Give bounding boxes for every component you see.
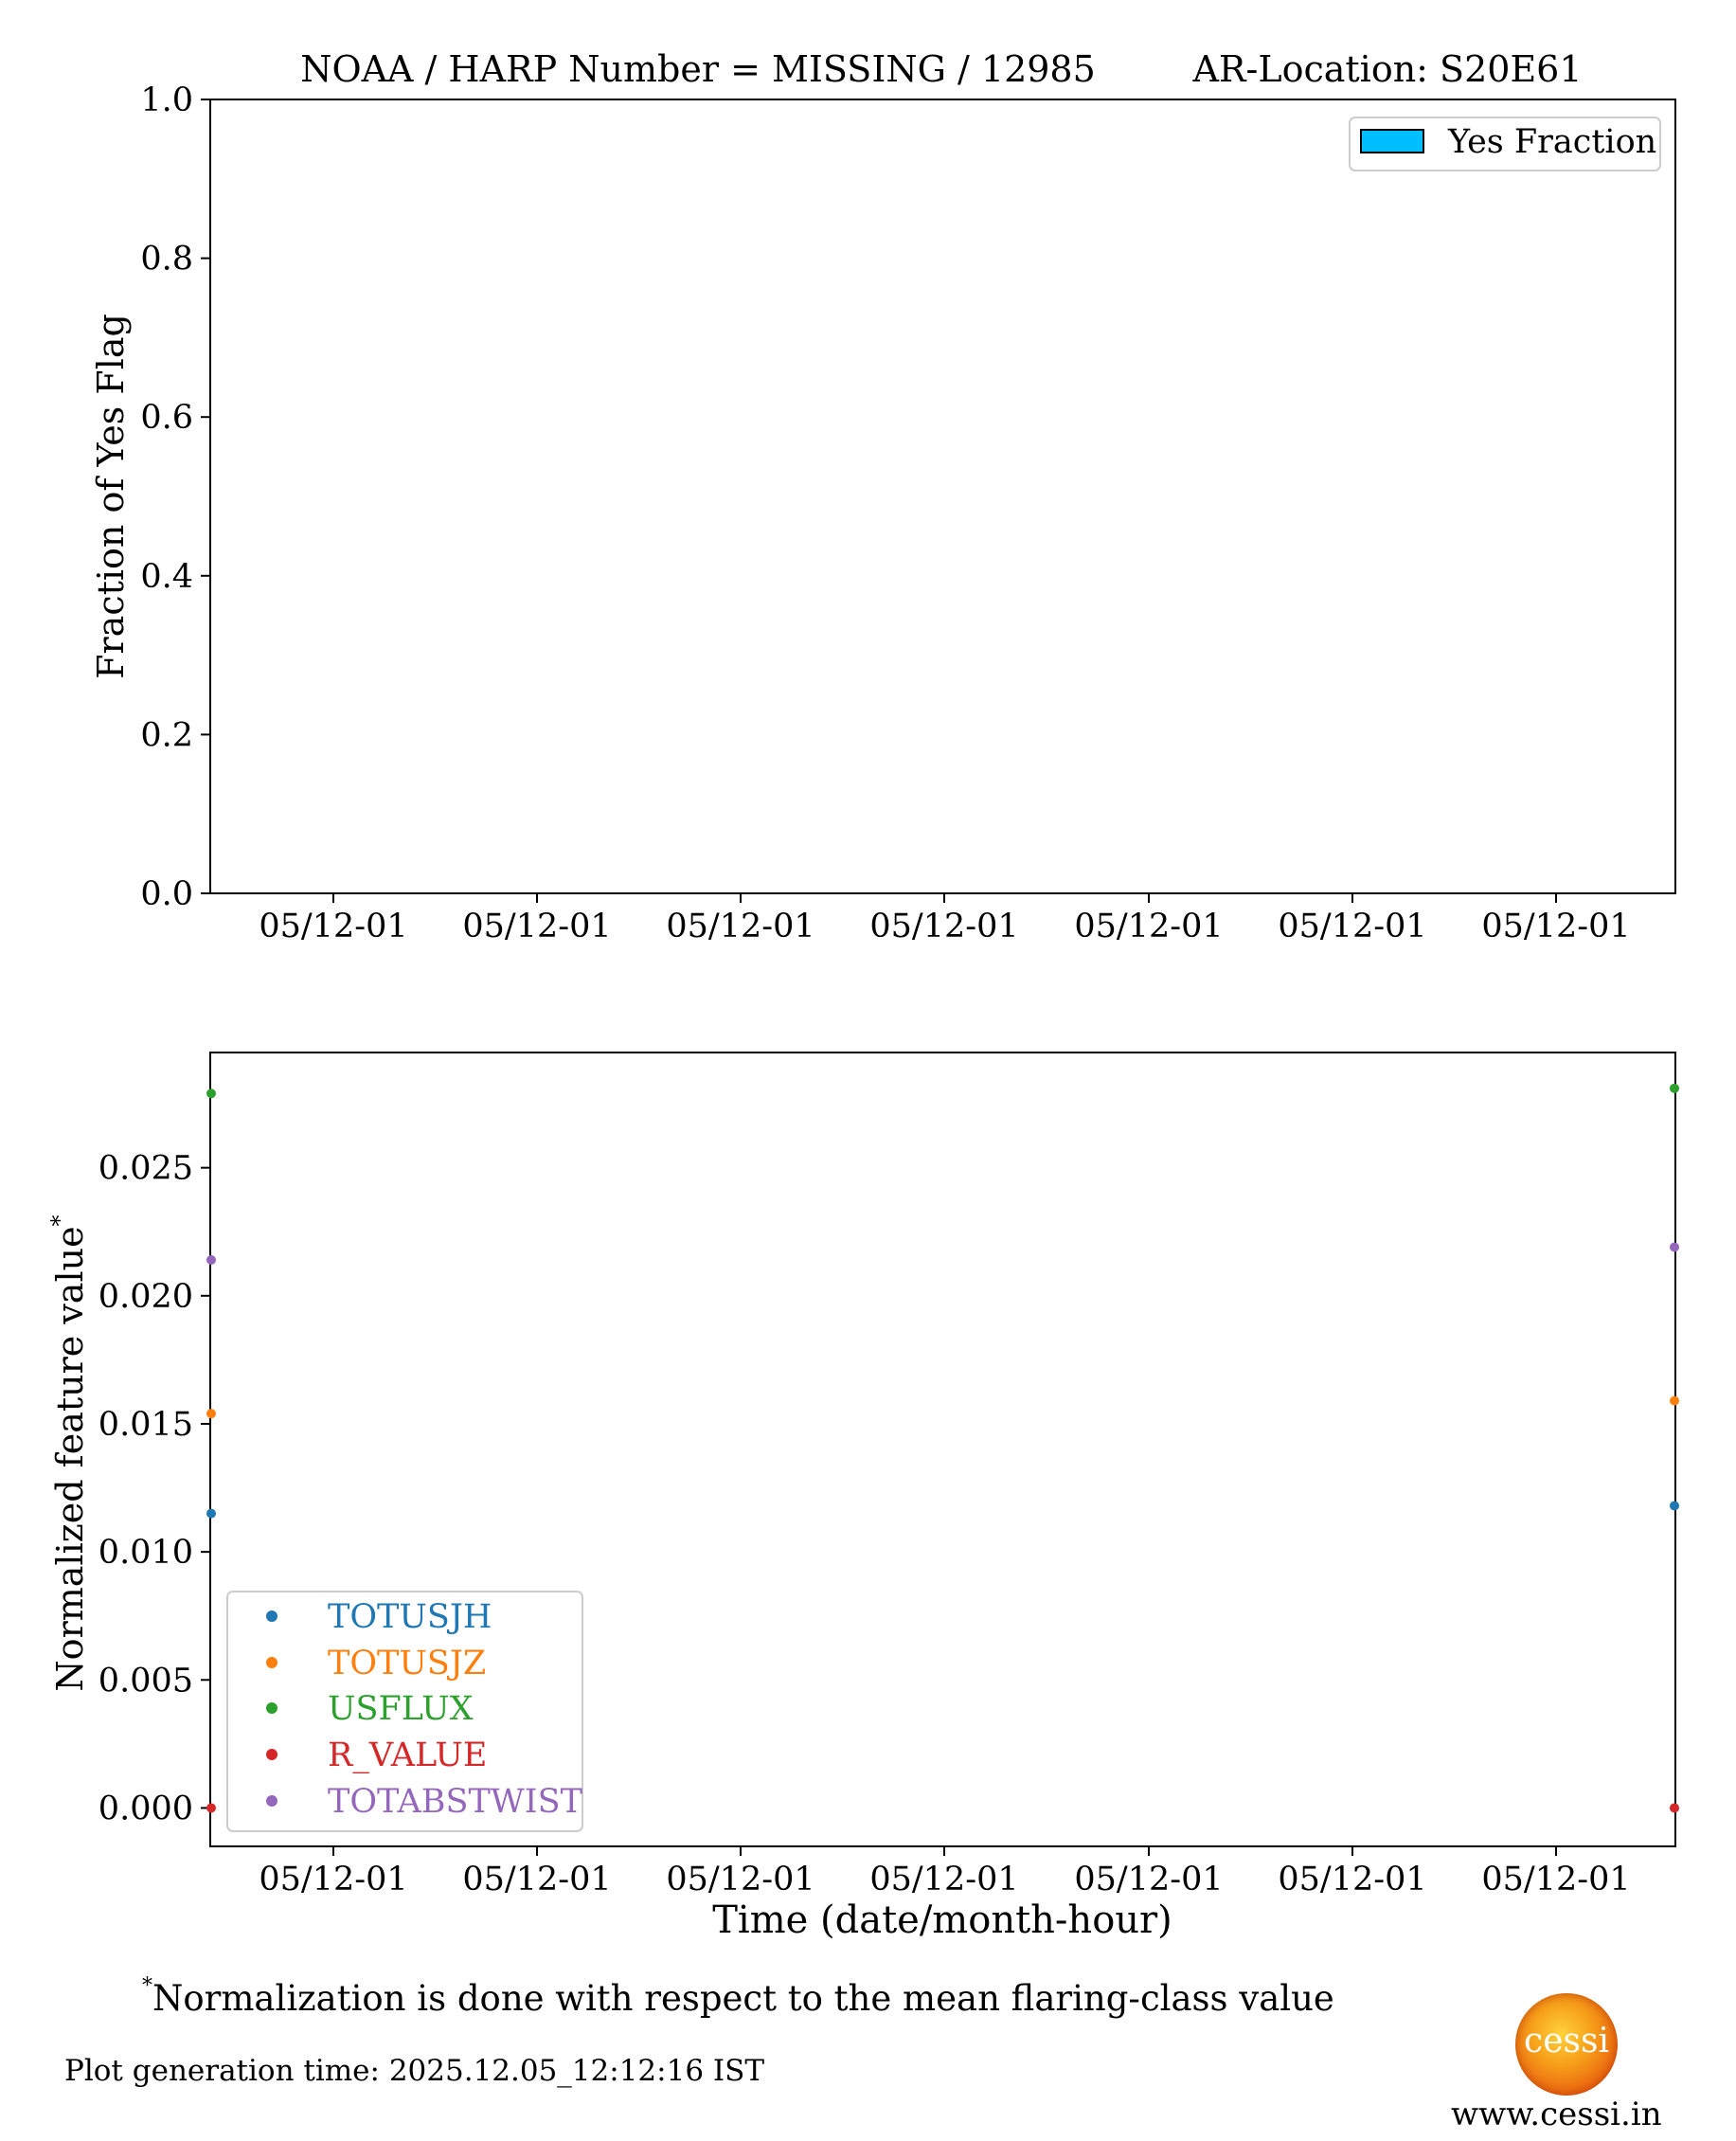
bottom-y-axis-label: Normalized feature value*: [46, 1214, 91, 1691]
bottom-chart: Normalized feature value* Time (date/mon…: [46, 1052, 1679, 1942]
legend-label-totusjz: TOTUSJZ: [328, 1645, 486, 1682]
legend-swatch-yes-fraction: [1360, 129, 1424, 153]
bottom-y-tick-label: 0.005: [98, 1662, 193, 1700]
cessi-website-link[interactable]: www.cessi.in: [1451, 2096, 1662, 2133]
bottom-x-tick-label: 05/12-01: [462, 1861, 611, 1898]
top-x-ticks: 05/12-01 05/12-01 05/12-01 05/12-01 05/12-01…: [259, 893, 1631, 945]
bottom-x-tick-label: 05/12-01: [1481, 1861, 1630, 1898]
legend-label-yes-fraction: Yes Fraction: [1447, 123, 1656, 161]
bottom-x-axis-label: Time (date/month-hour): [712, 1898, 1172, 1942]
data-point-usflux: [206, 1088, 216, 1099]
bottom-y-axis-label-text: Normalized feature value: [49, 1226, 91, 1691]
footnote-text: Normalization is done with respect to th…: [152, 1978, 1334, 2019]
top-y-tick-label: 0.8: [140, 241, 193, 279]
top-y-axis-label: Fraction of Yes Flag: [90, 314, 132, 679]
top-x-tick-label: 05/12-01: [462, 908, 611, 945]
top-y-tick-label: 0.4: [140, 558, 193, 596]
chart-title-location: AR-Location: S20E61: [1191, 48, 1582, 90]
legend-marker-totusjz: [266, 1657, 277, 1668]
bottom-data-points: [206, 1083, 1679, 1813]
data-point-usflux: [1670, 1083, 1679, 1093]
bottom-y-tick-label: 0.000: [98, 1790, 193, 1827]
legend-label-totabstwist: TOTABSTWIST: [328, 1783, 582, 1821]
cessi-logo: cessi: [1515, 1993, 1618, 2096]
legend-marker-totabstwist: [266, 1795, 277, 1807]
top-chart: NOAA / HARP Number = MISSING / 12985 AR-…: [90, 48, 1676, 945]
legend-label-r-value: R_VALUE: [328, 1736, 487, 1774]
top-x-tick-label: 05/12-01: [259, 908, 407, 945]
cessi-logo-text: cessi: [1524, 2022, 1609, 2060]
bottom-y-ticks: 0.000 0.005 0.010 0.015 0.020 0.025: [98, 1150, 210, 1827]
bottom-x-tick-label: 05/12-01: [1278, 1861, 1426, 1898]
data-point-totusjz: [1670, 1395, 1679, 1406]
legend-marker-r-value: [266, 1749, 277, 1760]
bottom-y-tick-label: 0.025: [98, 1150, 193, 1188]
top-plot-frame: [209, 99, 1676, 894]
bottom-legend: TOTUSJH TOTUSJZ USFLUX R_VALUE TOTABSTWI…: [226, 1591, 583, 1832]
top-legend: Yes Fraction: [1349, 117, 1661, 171]
top-x-tick-label: 05/12-01: [1481, 908, 1630, 945]
legend-label-totusjh: TOTUSJH: [328, 1598, 492, 1636]
plot-generation-time: Plot generation time: 2025.12.05_12:12:1…: [64, 2054, 765, 2088]
top-y-tick-label: 1.0: [140, 81, 193, 119]
bottom-x-tick-label: 05/12-01: [869, 1861, 1018, 1898]
data-point-totabstwist: [206, 1254, 216, 1265]
legend-label-usflux: USFLUX: [328, 1690, 474, 1728]
bottom-y-tick-label: 0.020: [98, 1278, 193, 1316]
data-point-totusjh: [206, 1508, 216, 1519]
top-x-tick-label: 05/12-01: [1074, 908, 1223, 945]
bottom-y-tick-label: 0.015: [98, 1406, 193, 1444]
top-y-tick-label: 0.6: [140, 399, 193, 437]
chart-title: NOAA / HARP Number = MISSING / 12985: [300, 48, 1096, 90]
data-point-totusjz: [206, 1409, 216, 1419]
top-y-tick-label: 0.0: [140, 875, 193, 913]
top-x-tick-label: 05/12-01: [1278, 908, 1426, 945]
data-point-totabstwist: [1670, 1242, 1679, 1252]
top-y-ticks: 0.0 0.2 0.4 0.6 0.8 1.0: [140, 81, 210, 913]
data-point-totusjh: [1670, 1501, 1679, 1511]
bottom-x-tick-label: 05/12-01: [1074, 1861, 1223, 1898]
bottom-y-axis-label-marker: *: [46, 1214, 73, 1226]
top-y-tick-label: 0.2: [140, 716, 193, 754]
data-point-r-value: [206, 1803, 216, 1813]
bottom-x-tick-label: 05/12-01: [259, 1861, 407, 1898]
top-x-tick-label: 05/12-01: [666, 908, 814, 945]
legend-marker-usflux: [266, 1702, 277, 1714]
normalization-footnote: *Normalization is done with respect to t…: [142, 1974, 1334, 2019]
bottom-legend-box: [226, 1591, 583, 1832]
legend-marker-totusjh: [266, 1610, 277, 1622]
footnote-marker: *: [142, 1974, 152, 1998]
bottom-x-ticks: 05/12-01 05/12-01 05/12-01 05/12-01 05/12-01…: [259, 1846, 1631, 1898]
data-point-r-value: [1670, 1803, 1679, 1813]
bottom-plot-frame: [209, 1052, 1676, 1847]
bottom-y-tick-label: 0.010: [98, 1534, 193, 1572]
bottom-x-tick-label: 05/12-01: [666, 1861, 814, 1898]
top-x-tick-label: 05/12-01: [869, 908, 1018, 945]
top-legend-box: [1349, 117, 1661, 171]
